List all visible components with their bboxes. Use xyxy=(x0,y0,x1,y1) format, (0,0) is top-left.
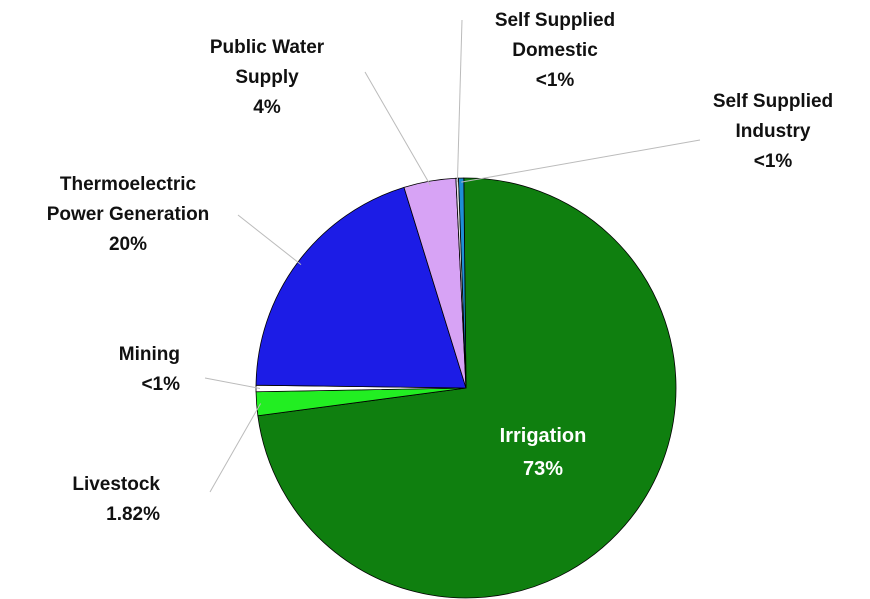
label-line: <1% xyxy=(536,70,575,91)
label-line: Thermoelectric xyxy=(60,174,197,195)
label-line: 1.82% xyxy=(106,504,160,525)
label-line: <1% xyxy=(141,374,180,395)
pie-slices xyxy=(255,177,677,599)
leader-line-self-supplied-industry xyxy=(461,139,701,183)
label-line: 73% xyxy=(523,458,563,480)
label-line: Domestic xyxy=(512,40,598,61)
label-line: Supply xyxy=(235,67,299,88)
label-line: Livestock xyxy=(72,474,160,495)
slice-self-supplied-industry xyxy=(458,177,467,389)
label-line: Self Supplied xyxy=(713,91,833,112)
leader-lines xyxy=(204,19,701,493)
label-line: Irrigation xyxy=(500,425,587,447)
label-self-supplied-industry: Self Supplied Industry <1% xyxy=(713,91,833,172)
leader-line-thermoelectric xyxy=(237,214,302,265)
label-line: Public Water xyxy=(210,37,325,58)
label-thermoelectric: Thermoelectric Power Generation 20% xyxy=(47,174,210,255)
slice-labels: Irrigation 73% Livestock 1.82% Mining <1% Ther… xyxy=(47,10,833,525)
label-line: 4% xyxy=(253,97,281,118)
leader-line-livestock xyxy=(209,403,262,493)
label-irrigation: Irrigation 73% xyxy=(500,425,587,480)
label-line: <1% xyxy=(754,151,793,172)
leader-line-self-supplied-domestic xyxy=(456,19,463,183)
label-mining: Mining <1% xyxy=(119,344,180,395)
label-line: 20% xyxy=(109,234,147,255)
label-line: Mining xyxy=(119,344,180,365)
label-line: Power Generation xyxy=(47,204,210,225)
label-line: Industry xyxy=(736,121,811,142)
label-line: Self Supplied xyxy=(495,10,615,31)
label-self-supplied-domestic: Self Supplied Domestic <1% xyxy=(495,10,615,91)
label-public-water-supply: Public Water Supply 4% xyxy=(210,37,325,118)
slice-irrigation xyxy=(257,177,677,599)
leader-line-public-water-supply xyxy=(364,71,431,186)
leader-line-mining xyxy=(204,377,261,389)
label-livestock: Livestock 1.82% xyxy=(72,474,160,525)
